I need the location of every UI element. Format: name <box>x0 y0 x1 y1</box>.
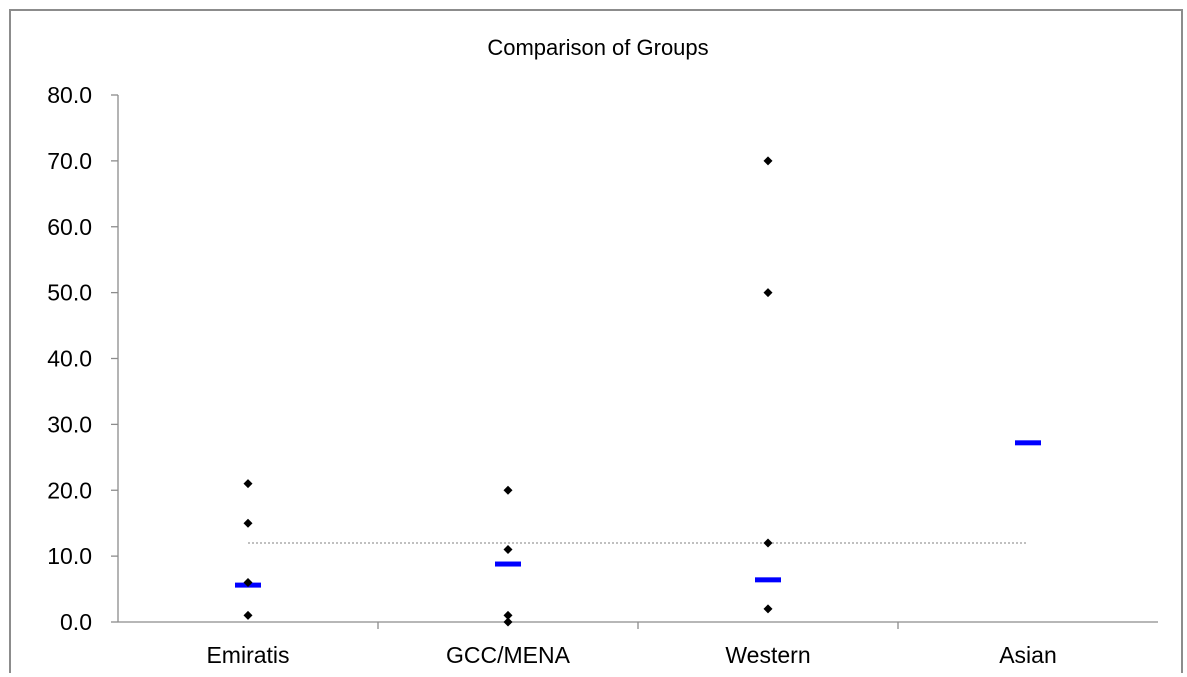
chart-title: Comparison of Groups <box>487 35 708 60</box>
mean-marker <box>755 577 781 583</box>
y-tick-label: 70.0 <box>47 148 92 174</box>
data-point <box>243 577 253 587</box>
x-tick-label: Emiratis <box>206 642 289 668</box>
y-tick-label: 40.0 <box>47 346 92 372</box>
data-point <box>243 518 253 528</box>
y-tick-label: 60.0 <box>47 214 92 240</box>
data-point <box>763 538 773 548</box>
x-axis-ticks: Emiratis GCC/MENA Western Asian <box>206 622 1057 668</box>
y-tick-label: 20.0 <box>47 477 92 503</box>
data-point <box>503 617 513 627</box>
y-axis-ticks: 0.0 10.0 20.0 30.0 40.0 50.0 60.0 70.0 80.0 <box>47 82 118 635</box>
x-tick-label: Asian <box>999 642 1057 668</box>
y-tick-label: 0.0 <box>60 609 92 635</box>
data-point <box>763 156 773 166</box>
data-point <box>503 610 513 620</box>
data-points <box>243 156 773 627</box>
data-point <box>503 485 513 495</box>
y-tick-label: 50.0 <box>47 280 92 306</box>
data-point <box>243 479 253 489</box>
data-point <box>243 610 253 620</box>
y-tick-label: 10.0 <box>47 543 92 569</box>
mean-marker <box>1015 440 1041 446</box>
mean-markers <box>235 440 1041 588</box>
data-point <box>763 288 773 298</box>
x-tick-label: Western <box>725 642 810 668</box>
chart-frame <box>9 9 1183 673</box>
data-point <box>503 545 513 555</box>
y-tick-label: 80.0 <box>47 82 92 108</box>
x-tick-label: GCC/MENA <box>446 642 571 668</box>
mean-marker <box>495 561 521 567</box>
data-point <box>763 604 773 614</box>
y-tick-label: 30.0 <box>47 411 92 437</box>
